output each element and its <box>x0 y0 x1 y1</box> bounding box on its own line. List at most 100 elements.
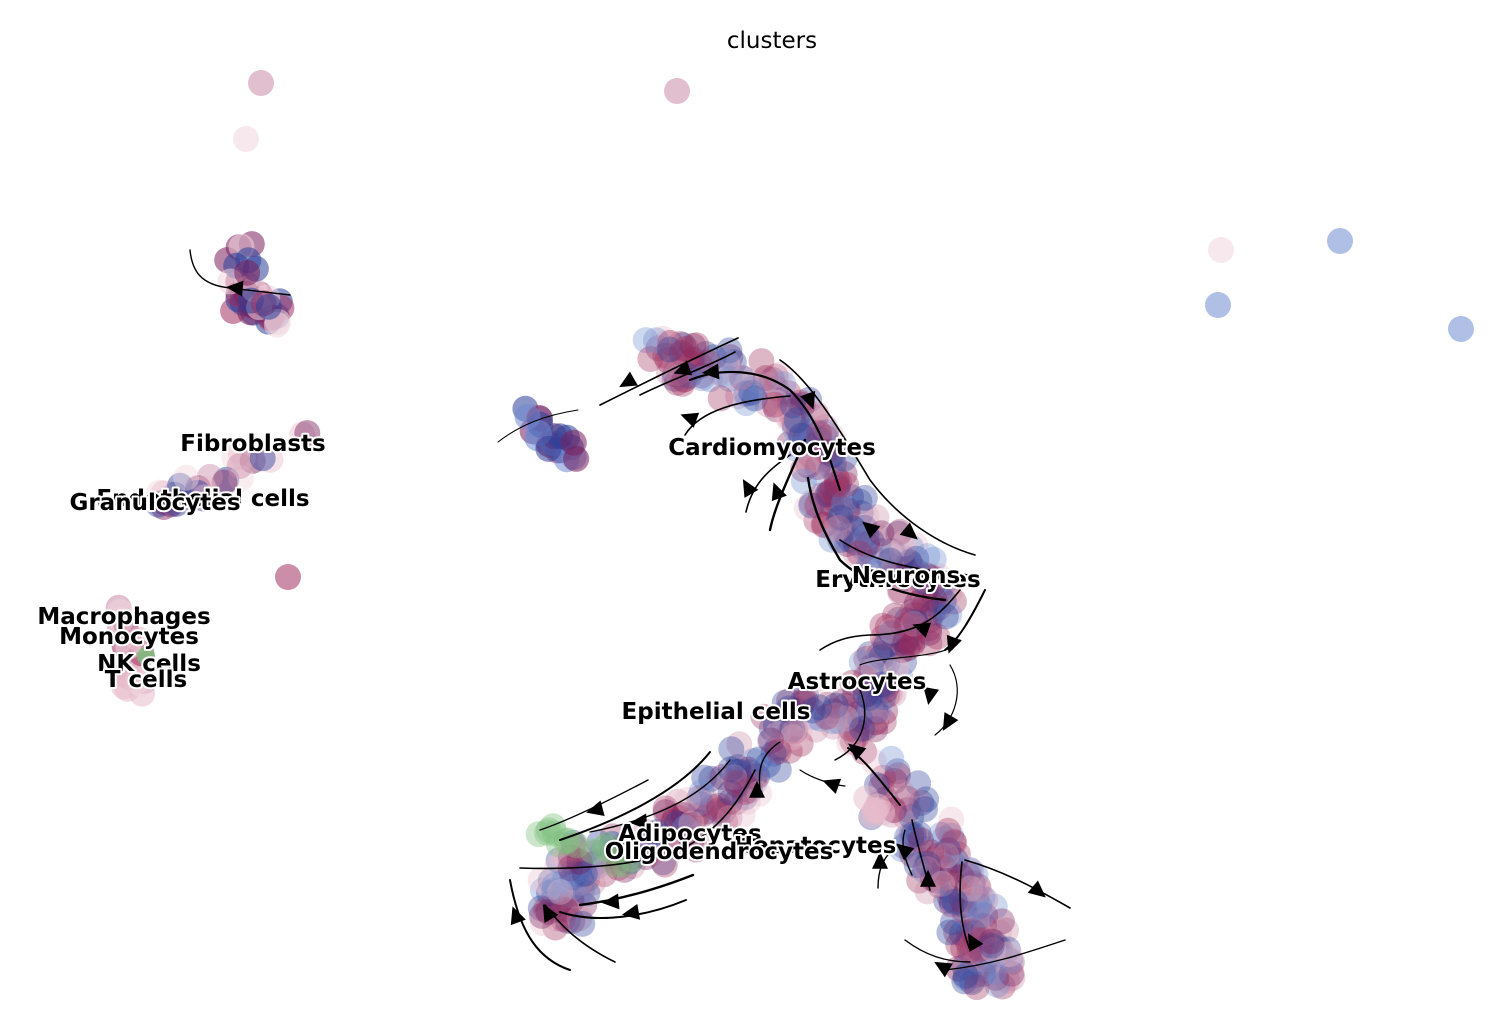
cell-point <box>962 908 989 934</box>
cell-point <box>846 704 873 731</box>
cell-point <box>938 806 965 833</box>
cell-point <box>963 884 990 910</box>
cell-point <box>554 907 581 934</box>
chart-title: clusters <box>727 28 817 54</box>
cell-point <box>793 681 819 708</box>
cell-point <box>705 799 732 826</box>
cell-point <box>678 826 705 853</box>
cell-point <box>761 388 788 415</box>
cell-point <box>866 671 893 698</box>
cell-point <box>724 754 751 780</box>
cell-point <box>818 491 845 518</box>
cell-point <box>885 762 911 789</box>
cell-point <box>723 758 750 785</box>
cell-point <box>776 737 803 764</box>
cell-point <box>872 698 899 725</box>
cell-point <box>996 947 1023 974</box>
cell-point <box>158 490 185 517</box>
cell-point <box>938 878 965 904</box>
cell-point <box>903 545 930 572</box>
cell-point <box>712 808 739 835</box>
cell-point <box>898 534 924 561</box>
cell-point <box>700 344 727 371</box>
cell-point <box>713 349 740 376</box>
cell-point <box>712 348 739 375</box>
cell-point <box>789 410 815 437</box>
isolated-cell-point <box>233 126 259 152</box>
cell-point <box>972 920 998 946</box>
cell-point <box>535 435 562 462</box>
cell-point <box>841 521 868 548</box>
cell-point <box>794 418 821 445</box>
cell-point <box>932 851 958 878</box>
cell-point <box>874 650 901 677</box>
cell-point <box>672 814 699 841</box>
stream-arrow <box>967 933 984 952</box>
cell-point <box>613 837 640 863</box>
cell-point <box>669 370 696 397</box>
cell-point <box>893 628 920 655</box>
cell-point <box>899 598 926 625</box>
cell-point <box>669 811 696 838</box>
cell-point <box>948 872 975 899</box>
cell-point <box>867 674 893 700</box>
cell-point <box>883 656 910 683</box>
cell-point <box>692 341 719 367</box>
cell-point <box>904 789 931 816</box>
cell-point <box>249 445 276 472</box>
cell-point <box>799 697 826 724</box>
isolated-cell-point <box>1448 316 1474 342</box>
cell-point <box>962 962 989 988</box>
cell-point <box>860 657 887 684</box>
cell-point <box>664 788 691 815</box>
cell-point <box>852 681 879 708</box>
cell-point <box>670 802 697 829</box>
cell-point <box>848 649 875 676</box>
cell-point <box>801 704 828 730</box>
cell-point <box>617 848 643 875</box>
cell-point <box>884 758 911 785</box>
cell-point <box>781 415 808 442</box>
cell-point <box>636 828 663 855</box>
cell-point <box>891 803 918 830</box>
stream-arrow <box>225 280 244 297</box>
cell-point <box>823 471 850 498</box>
stream-arrow <box>923 686 940 706</box>
cell-point <box>859 671 886 697</box>
cell-point <box>779 716 806 743</box>
cell-point <box>936 919 963 946</box>
cell-point <box>871 561 898 588</box>
cell-point <box>655 806 682 833</box>
stream-arrow <box>542 904 559 923</box>
cell-point <box>924 867 951 894</box>
cell-point <box>930 588 957 615</box>
cell-point <box>738 376 765 403</box>
cell-point <box>885 520 912 547</box>
cell-point <box>608 836 635 863</box>
cell-point <box>673 343 700 370</box>
cell-point <box>961 920 988 947</box>
stream-arrow <box>946 634 962 654</box>
cell-point <box>941 888 968 915</box>
cell-point <box>541 877 568 904</box>
cell-point <box>566 869 593 896</box>
cell-point <box>600 831 626 858</box>
streamline <box>539 779 649 831</box>
cell-point <box>900 821 927 848</box>
cell-point <box>645 335 672 362</box>
cell-point <box>871 647 897 674</box>
cell-point <box>804 454 831 480</box>
cell-point <box>839 669 866 696</box>
cell-point <box>838 697 864 724</box>
cluster-label: NK cells <box>97 651 201 677</box>
cell-point <box>842 541 869 567</box>
cell-point <box>978 932 1005 959</box>
cell-point <box>948 920 975 947</box>
cell-point <box>862 716 889 743</box>
cell-point <box>790 456 817 483</box>
cell-point <box>871 661 897 688</box>
cell-point <box>908 789 935 816</box>
cell-point <box>163 490 190 517</box>
stream-arrow <box>619 371 638 388</box>
